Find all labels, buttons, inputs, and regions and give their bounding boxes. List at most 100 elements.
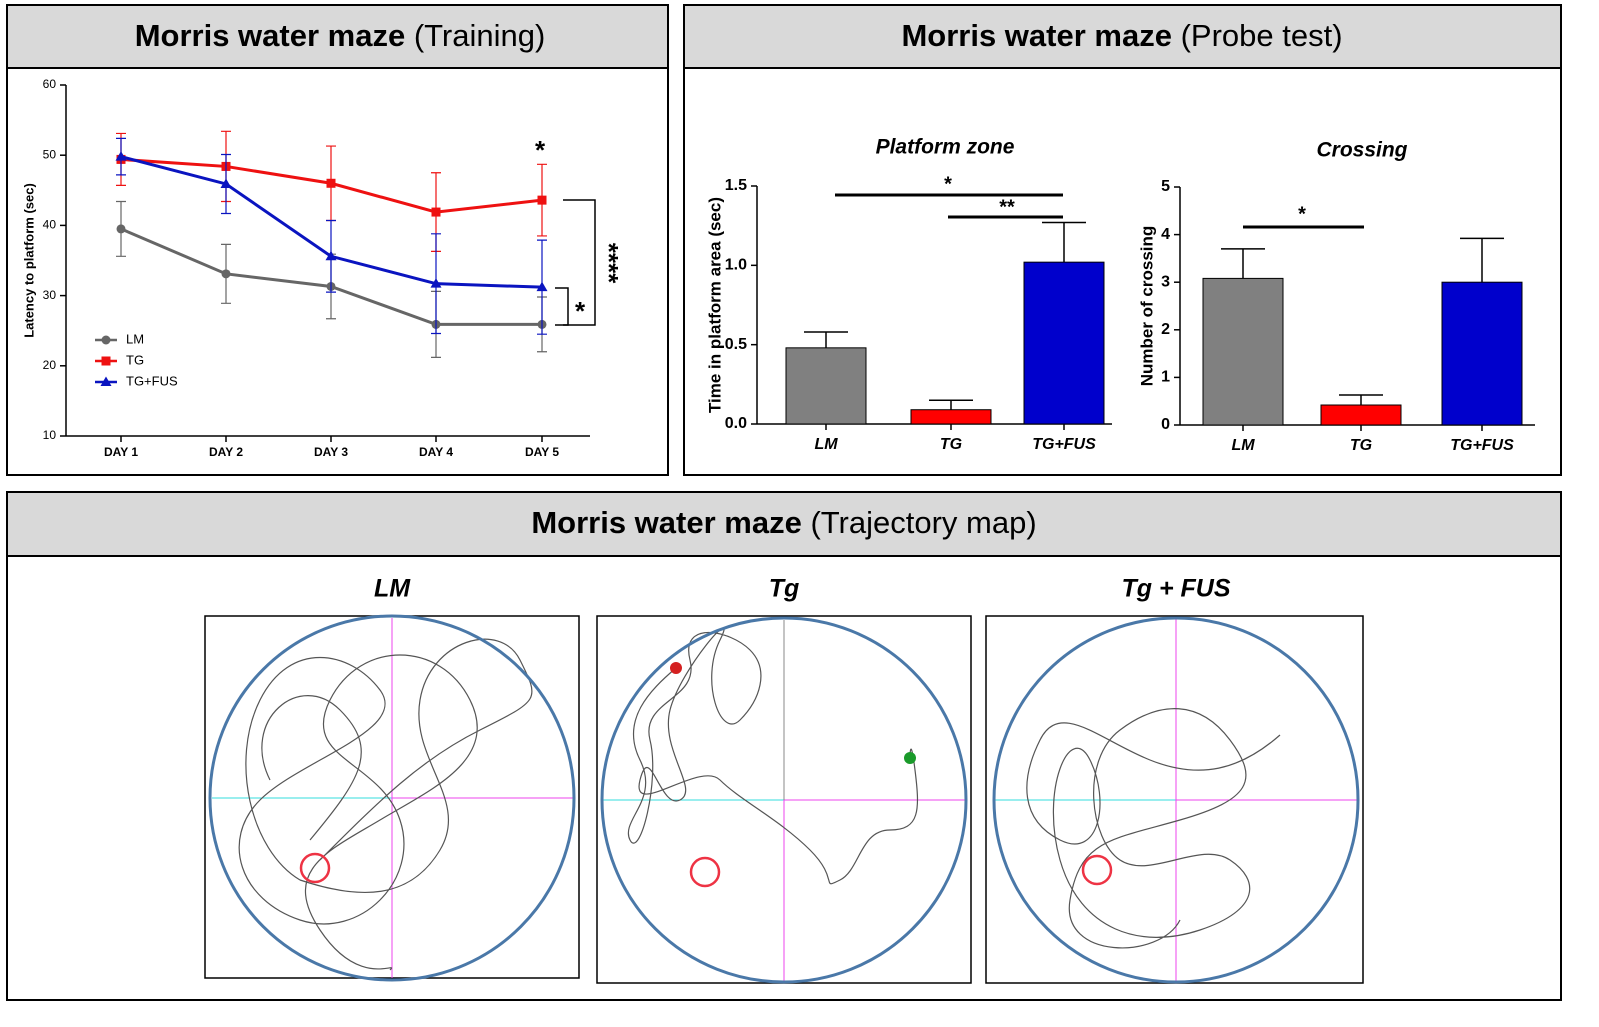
- y-tick-label: 3: [1161, 273, 1170, 290]
- legend-label: TG: [126, 352, 144, 367]
- significance-bracket: [555, 287, 569, 326]
- y-tick-label: 0: [1161, 416, 1170, 433]
- y-axis-label: Number of crossing: [1137, 226, 1156, 387]
- bar: [1441, 281, 1523, 426]
- panel-title: Morris water maze (Trajectory map): [531, 505, 1036, 540]
- chart-title: Crossing: [1316, 139, 1407, 162]
- trajectory: [1026, 708, 1281, 949]
- x-tick-label: TG: [940, 436, 962, 453]
- bar: [1023, 261, 1105, 425]
- trajectory: [238, 638, 533, 971]
- trajectory-map: [985, 615, 1364, 984]
- pool: [208, 614, 576, 982]
- point: [536, 281, 548, 292]
- error-bar: [1042, 221, 1086, 263]
- panel-header: [683, 4, 1562, 69]
- y-tick-label: 1.0: [725, 257, 747, 274]
- x-tick-label: TG: [1350, 437, 1372, 454]
- map-label: LM: [374, 575, 411, 603]
- map-label: Tg + FUS: [1121, 575, 1230, 603]
- panel-title-sub: (Probe test): [1181, 18, 1343, 53]
- point: [221, 269, 231, 279]
- x-tick-label: TG+FUS: [1032, 436, 1096, 453]
- x-tick-label: LM: [1231, 437, 1255, 454]
- x-tick-label: DAY 5: [525, 445, 559, 459]
- significance-label: *: [535, 135, 546, 165]
- error-bar: [1339, 394, 1383, 406]
- panel: [683, 4, 1562, 476]
- panel-title: Morris water maze (Training): [135, 18, 546, 53]
- platform: [299, 852, 331, 884]
- x-tick-label: DAY 4: [419, 445, 453, 459]
- legend-label: TG+FUS: [126, 373, 178, 388]
- significance-bracket: [563, 199, 596, 326]
- y-axis-label: Time in platform area (sec): [705, 197, 724, 413]
- significance-label: *: [575, 296, 586, 326]
- pool: [600, 616, 968, 984]
- y-tick-label: 0.5: [725, 336, 747, 353]
- panel: [6, 491, 1562, 1001]
- pool: [992, 616, 1360, 984]
- y-tick-label: 0.0: [725, 415, 747, 432]
- legend-marker: [101, 356, 111, 366]
- panel-title: Morris water maze (Probe test): [901, 18, 1342, 53]
- bar: [785, 347, 867, 425]
- legend-marker: [101, 335, 111, 345]
- x-tick-label: TG+FUS: [1450, 437, 1514, 454]
- bar: [1202, 277, 1284, 426]
- panel-title-main: Morris water maze: [901, 18, 1172, 53]
- y-tick-label: 5: [1161, 178, 1170, 195]
- panel-header: [6, 4, 669, 69]
- y-tick-label: 2: [1161, 321, 1170, 338]
- y-tick-label: 60: [43, 77, 57, 91]
- y-tick-label: 20: [43, 358, 57, 372]
- x-tick-label: DAY 3: [314, 445, 348, 459]
- end-marker: [904, 752, 916, 764]
- point: [220, 178, 232, 188]
- bar: [910, 409, 992, 425]
- significance-label: ****: [594, 243, 624, 284]
- x-tick-label: DAY 1: [104, 445, 138, 459]
- panel-title-main: Morris water maze: [135, 18, 406, 53]
- point: [537, 195, 547, 205]
- panel-title-sub: (Trajectory map): [810, 505, 1036, 540]
- trajectory: [627, 627, 919, 885]
- significance-label: *: [1298, 203, 1306, 225]
- point: [325, 250, 337, 261]
- point: [431, 207, 441, 217]
- point: [326, 178, 336, 188]
- error-bar: [929, 399, 973, 410]
- chart-title: Platform zone: [876, 136, 1015, 159]
- start-marker: [670, 662, 682, 674]
- y-tick-label: 4: [1161, 226, 1170, 243]
- x-tick-label: DAY 2: [209, 445, 243, 459]
- x-tick-label: LM: [814, 436, 838, 453]
- y-tick-label: 10: [43, 428, 57, 442]
- map-label: Tg: [769, 575, 800, 603]
- y-tick-label: 40: [43, 218, 57, 232]
- platform: [1081, 854, 1113, 886]
- trajectory-map: [596, 615, 972, 984]
- panel-title-sub: (Training): [414, 18, 546, 53]
- point: [116, 224, 126, 234]
- platform: [689, 856, 721, 888]
- legend-marker: [100, 376, 112, 386]
- error-bar: [1460, 237, 1504, 283]
- legend-label: LM: [126, 331, 144, 346]
- trajectory-map: [204, 614, 580, 982]
- panel-title-main: Morris water maze: [531, 505, 802, 540]
- significance-label: *: [944, 173, 952, 195]
- y-tick-label: 50: [43, 147, 57, 161]
- significance-label: **: [999, 196, 1015, 218]
- y-axis-label: Latency to platform (sec): [21, 183, 36, 338]
- error-bar: [1221, 248, 1265, 279]
- point: [115, 151, 127, 161]
- y-tick-label: 1.5: [725, 177, 747, 194]
- y-tick-label: 30: [43, 288, 57, 302]
- y-tick-label: 1: [1161, 369, 1170, 386]
- panel: [6, 4, 669, 476]
- error-bar: [804, 331, 848, 348]
- bar: [1320, 404, 1402, 426]
- point: [430, 278, 442, 288]
